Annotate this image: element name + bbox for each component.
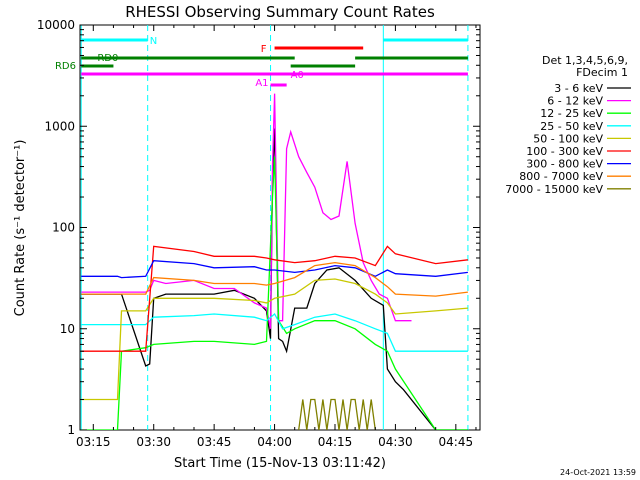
x-tick-label-2: 03:30 — [136, 435, 171, 449]
series-line-5 — [81, 278, 468, 401]
series-line-9 — [298, 398, 376, 430]
series-line-4 — [81, 312, 468, 352]
legend-label-4: 25 - 50 keV — [540, 120, 603, 133]
segment-label-a0: A0 — [291, 70, 304, 81]
legend-label-6: 100 - 300 keV — [526, 145, 603, 158]
legend-label-1: 3 - 6 keV — [554, 82, 603, 95]
legend-header-2: FDecim 1 — [576, 66, 628, 79]
segment-label-rd0: RD0 — [97, 53, 118, 64]
legend-header-1: Det 1,3,4,5,6,9, — [542, 54, 628, 67]
y-tick-label-4: 1000 — [44, 119, 75, 133]
x-tick-label-3: 03:45 — [197, 435, 232, 449]
y-axis-label: Count Rate (s⁻¹ detector⁻¹) — [13, 140, 28, 317]
segment-label-a1: A1 — [255, 78, 268, 89]
series-line-8 — [81, 261, 468, 297]
legend-label-9: 7000 - 15000 keV — [505, 183, 603, 196]
y-tick-label-3: 100 — [52, 221, 75, 235]
legend-label-5: 50 - 100 keV — [533, 132, 603, 145]
footer-timestamp: 24-Oct-2021 13:59 — [560, 468, 636, 477]
legend-label-8: 800 - 7000 keV — [519, 170, 603, 183]
x-tick-label-6: 04:30 — [378, 435, 413, 449]
series-line-3 — [81, 156, 468, 430]
x-tick-label-5: 04:15 — [318, 435, 353, 449]
x-tick-label-4: 04:00 — [257, 435, 292, 449]
series-line-2 — [81, 93, 412, 329]
legend-label-7: 300 - 800 keV — [526, 158, 603, 171]
segment-label-f: F — [261, 44, 267, 55]
y-tick-label-2: 10 — [60, 322, 75, 336]
y-tick-label-5: 10000 — [37, 18, 75, 32]
x-axis-label: Start Time (15-Nov-13 03:11:42) — [174, 456, 386, 471]
legend-label-3: 12 - 25 keV — [540, 107, 603, 120]
series-line-7 — [81, 260, 468, 279]
segment-label-rd6: RD6 — [55, 61, 76, 72]
x-tick-label-1: 03:15 — [76, 435, 111, 449]
x-tick-label-7: 04:45 — [439, 435, 474, 449]
segment-label-n: N — [150, 36, 157, 47]
series-line-6 — [81, 245, 468, 352]
y-tick-label-1: 1 — [67, 423, 75, 437]
legend-label-2: 6 - 12 keV — [547, 95, 603, 108]
chart-title: RHESSI Observing Summary Count Rates — [125, 3, 435, 21]
